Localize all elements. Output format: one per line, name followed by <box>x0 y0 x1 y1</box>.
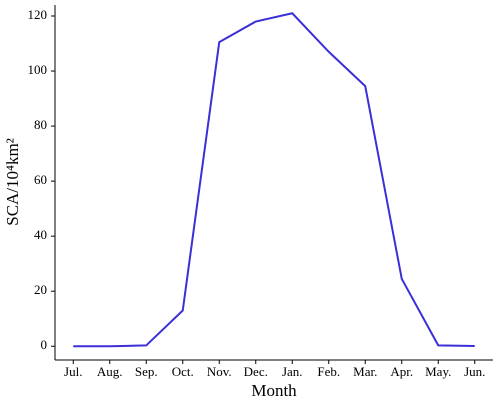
x-tick-label: Jan. <box>282 364 303 379</box>
x-axis-title: Month <box>251 381 297 400</box>
x-tick-label: Dec. <box>244 364 268 379</box>
x-tick-label: Aug. <box>97 364 123 379</box>
x-tick-label: Feb. <box>317 364 340 379</box>
x-tick-label: May. <box>425 364 451 379</box>
x-tick-label: Apr. <box>390 364 413 379</box>
x-tick-label: Sep. <box>135 364 158 379</box>
y-axis-title: SCA/10⁴km² <box>3 138 22 226</box>
x-tick-label: Oct. <box>172 364 194 379</box>
x-tick-label: Mar. <box>353 364 377 379</box>
x-tick-label: Nov. <box>207 364 232 379</box>
x-tick-label: Jul. <box>64 364 82 379</box>
x-tick-label: Jun. <box>464 364 485 379</box>
y-tick-label: 40 <box>34 227 47 242</box>
y-tick-label: 20 <box>34 282 47 297</box>
y-tick-label: 0 <box>41 337 48 352</box>
y-tick-label: 120 <box>28 7 48 22</box>
y-tick-label: 80 <box>34 117 47 132</box>
y-tick-label: 60 <box>34 172 47 187</box>
data-line <box>73 12 475 348</box>
y-tick-label: 100 <box>28 62 48 77</box>
